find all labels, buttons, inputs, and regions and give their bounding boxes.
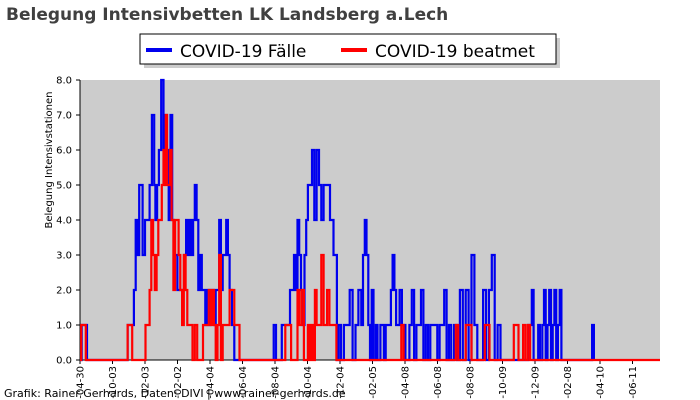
x-tick-label: -12-03 [141, 366, 152, 399]
y-tick-label: 2.0 [56, 286, 72, 297]
x-tick-label: -04-10 [596, 366, 607, 399]
x-tick-label: -06-04 [238, 366, 249, 399]
x-tick-label: -04-04 [206, 366, 217, 399]
x-tick-label: -06-08 [433, 366, 444, 399]
x-tick-label: -12-04 [336, 366, 347, 399]
series-layer [80, 78, 660, 362]
legend-label-beatmet: COVID-19 beatmet [375, 42, 535, 62]
y-tick-label: 7.0 [56, 111, 72, 122]
y-axis: 0.0 1.0 2.0 3.0 4.0 5.0 6.0 7.0 8.0 [56, 76, 81, 367]
y-tick-label: 5.0 [56, 181, 72, 192]
y-tick-label: 1.0 [56, 321, 72, 332]
x-tick-label: -10-03 [108, 366, 119, 399]
y-tick-label: 8.0 [56, 76, 72, 87]
x-tick-label: -02-02 [173, 366, 184, 399]
legend: COVID-19 Fälle COVID-19 beatmet [139, 33, 560, 68]
x-tick-label: -06-11 [628, 366, 639, 399]
y-tick-label: 0.0 [56, 356, 72, 367]
x-tick-label: -02-05 [368, 366, 379, 399]
x-tick-label: -02-08 [563, 366, 574, 399]
legend-label-fallzahlen: COVID-19 Fälle [180, 42, 306, 62]
x-tick-label: -08-04 [271, 366, 282, 399]
x-tick-label: -04-08 [401, 366, 412, 399]
x-tick-label: -04-30 [76, 366, 87, 399]
y-tick-label: 4.0 [56, 216, 72, 227]
x-tick-label: -08-08 [466, 366, 477, 399]
x-tick-label: -10-09 [498, 366, 509, 399]
y-tick-label: 3.0 [56, 251, 72, 262]
x-tick-label: -12-09 [531, 366, 542, 399]
credit-text: Grafik: Rainer Gerhards, Daten: DIVI | w… [4, 387, 346, 400]
series-line-beatmet [80, 113, 660, 362]
y-tick-label: 6.0 [56, 146, 72, 157]
chart-title: Belegung Intensivbetten LK Landsberg a.L… [6, 5, 448, 25]
y-axis-label: Belegung Intensivstationen [44, 91, 55, 228]
x-tick-label: -10-04 [303, 366, 314, 399]
